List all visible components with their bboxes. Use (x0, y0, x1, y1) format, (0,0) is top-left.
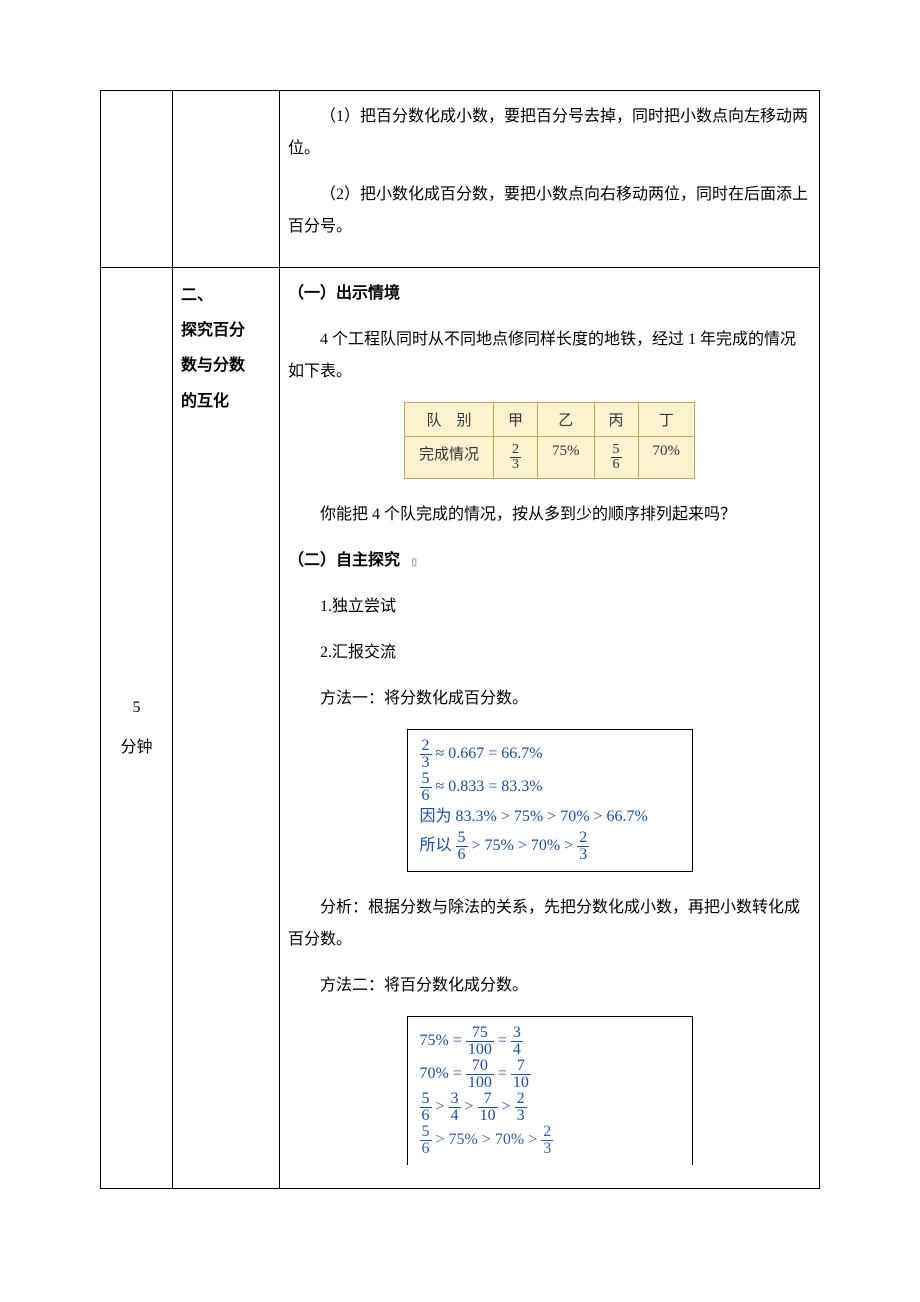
method-2: 方法二：将百分数化成分数。 (288, 970, 811, 1002)
content-cell-1: （1）把百分数化成小数，要把百分号去掉，同时把小数点向左移动两位。 （2）把小数… (280, 91, 820, 268)
intro-text: 4 个工程队同时从不同地点修同样长度的地铁，经过 1 年完成的情况如下表。 (288, 324, 811, 388)
hw2-line3: 56 > 34 > 710 > 23 (420, 1091, 680, 1124)
time-cell: 5 分钟 (101, 268, 173, 1189)
bing-den: 6 (611, 458, 622, 472)
section-number: 二、 (181, 278, 271, 313)
hw1-line3: 因为 83.3% > 75% > 70% > 66.7% (420, 804, 680, 830)
hw1-l1-tail: ≈ 0.667 = 66.7% (436, 745, 543, 762)
rule-2: （2）把小数化成百分数，要把小数点向右移动两位，同时在后面添上百分号。 (288, 179, 811, 243)
section-title-l1: 探究百分 (181, 313, 271, 348)
th-team: 队 别 (404, 403, 493, 437)
rule-1: （1）把百分数化成小数，要把百分号去掉，同时把小数点向左移动两位。 (288, 101, 811, 165)
step-2: 2.汇报交流 (288, 637, 811, 669)
heading-2-text: （二）自主探究 (288, 552, 400, 569)
hw1-line2: 56 ≈ 0.833 = 83.3% (420, 771, 680, 804)
hw1-line1: 23 ≈ 0.667 = 66.7% (420, 738, 680, 771)
method-1: 方法一：将分数化成百分数。 (288, 683, 811, 715)
hw1-l4-a: 所以 (420, 837, 456, 854)
cell-bing: 56 (594, 437, 638, 479)
question-text: 你能把 4 个队完成的情况，按从多到少的顺序排列起来吗？ (288, 499, 811, 531)
hw1-l2-tail: ≈ 0.833 = 83.3% (436, 778, 543, 795)
hw2-l1b: = (498, 1032, 511, 1049)
progress-table: 队 别 甲 乙 丙 丁 完成情况 23 75% 56 70% (404, 402, 695, 479)
time-unit: 分钟 (120, 733, 152, 757)
hw2-sep1: > (436, 1098, 449, 1115)
th-yi: 乙 (538, 403, 595, 437)
time-cell-empty (101, 91, 173, 268)
section-title-l3: 的互化 (181, 384, 271, 419)
hw2-line4: 56 > 75% > 70% > 23 (420, 1124, 680, 1157)
handwritten-box-1: 23 ≈ 0.667 = 66.7% 56 ≈ 0.833 = 83.3% 因为… (407, 729, 693, 872)
heading-2: （二）自主探究 ▯ (288, 545, 811, 577)
hw2-line1: 75% = 75100 = 34 (420, 1025, 680, 1058)
hw2-l1a: 75% = (420, 1032, 466, 1049)
jia-den: 3 (510, 458, 521, 472)
th-jia: 甲 (493, 403, 537, 437)
jia-num: 2 (510, 443, 521, 458)
step-1: 1.独立尝试 (288, 591, 811, 623)
section-title-l2: 数与分数 (181, 348, 271, 383)
hw2-l2a: 70% = (420, 1065, 466, 1082)
th-bing: 丙 (594, 403, 638, 437)
section-cell: 二、 探究百分 数与分数 的互化 (173, 268, 280, 1189)
row-label: 完成情况 (404, 437, 493, 479)
hw2-sep3: > (502, 1098, 515, 1115)
content-cell-2: （一）出示情境 4 个工程队同时从不同地点修同样长度的地铁，经过 1 年完成的情… (280, 268, 820, 1189)
heading-1: （一）出示情境 (288, 278, 811, 310)
analysis-text: 分析：根据分数与除法的关系，先把分数化成小数，再把小数转化成百分数。 (288, 892, 811, 956)
handwritten-box-2: 75% = 75100 = 34 70% = 70100 = 710 56 > … (407, 1016, 693, 1165)
hw1-line4: 所以 56 > 75% > 70% > 23 (420, 830, 680, 863)
time-number: 5 (133, 699, 141, 717)
section-cell-empty (173, 91, 280, 268)
cursor-marker: ▯ (404, 557, 417, 568)
cell-ding: 70% (638, 437, 695, 479)
bing-num: 5 (611, 443, 622, 458)
cell-jia: 23 (493, 437, 537, 479)
hw2-sep2: > (465, 1098, 478, 1115)
cell-yi: 75% (538, 437, 595, 479)
th-ding: 丁 (638, 403, 695, 437)
hw1-l4-b: > 75% > 70% > (472, 837, 578, 854)
hw2-l2b: = (498, 1065, 511, 1082)
hw2-line2: 70% = 70100 = 710 (420, 1058, 680, 1091)
